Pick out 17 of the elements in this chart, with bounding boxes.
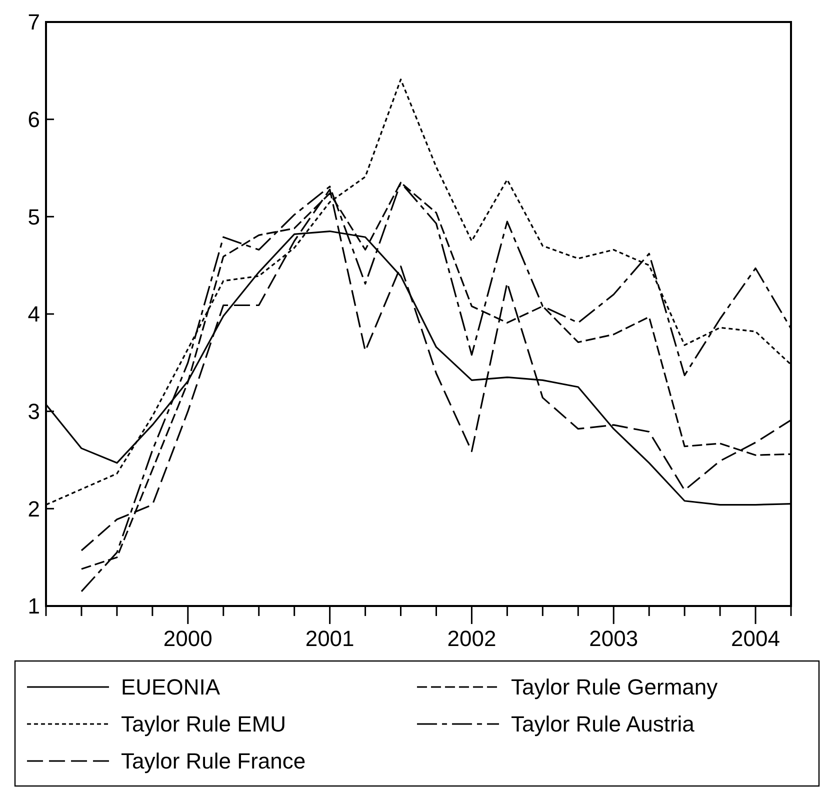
- y-tick-label: 2: [28, 496, 40, 522]
- y-tick-label: 5: [28, 204, 40, 230]
- legend-label: Taylor Rule Austria: [511, 712, 696, 737]
- y-tick-label: 4: [28, 302, 40, 327]
- legend-label: Taylor Rule France: [121, 748, 306, 774]
- y-tick-label: 6: [28, 107, 40, 132]
- legend-label: EUEONIA: [121, 674, 220, 700]
- x-tick-label: 2004: [731, 626, 780, 651]
- y-tick-label: 7: [28, 10, 40, 35]
- x-tick-label: 2001: [305, 626, 354, 651]
- legend-label: Taylor Rule Germany: [511, 674, 718, 700]
- x-tick-label: 2000: [163, 626, 212, 651]
- legend-label: Taylor Rule EMU: [121, 712, 286, 737]
- y-tick-label: 3: [28, 399, 40, 424]
- y-tick-label: 1: [28, 594, 40, 619]
- x-tick-label: 2002: [447, 626, 496, 651]
- x-tick-label: 2003: [589, 626, 638, 651]
